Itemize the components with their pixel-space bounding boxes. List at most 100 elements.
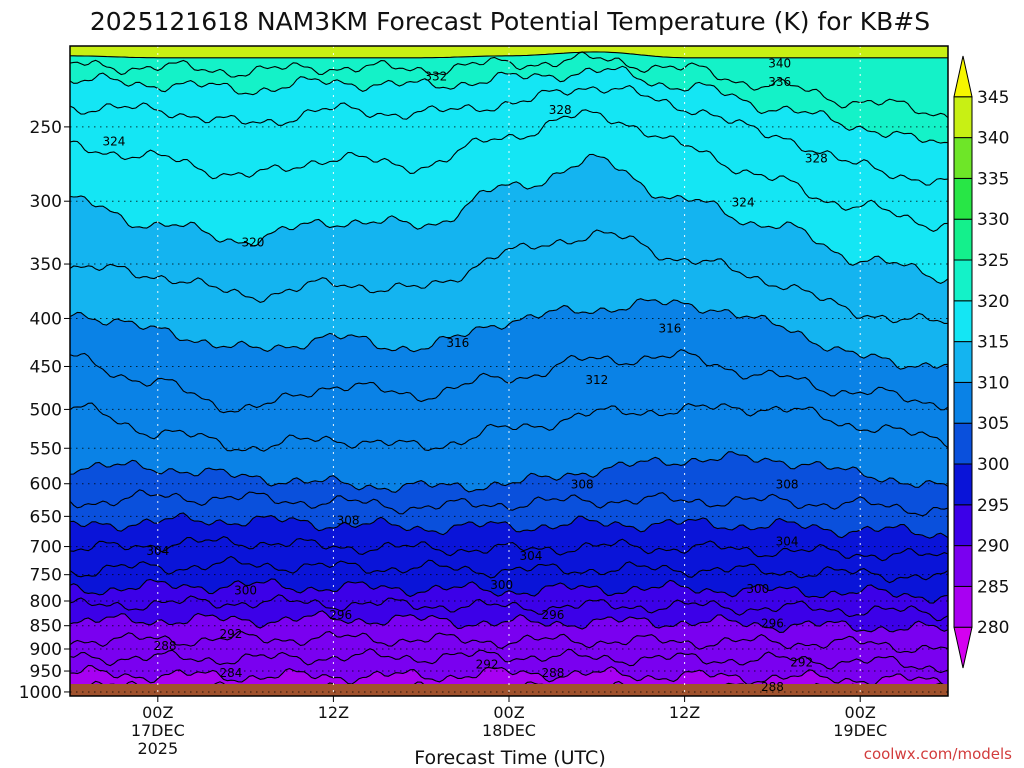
- contour-label: 328: [549, 103, 572, 117]
- contour-labels: 340 336 332 328 324 328 324 320 316 316 312 308 308 3…: [102, 57, 827, 695]
- colorbar-segment: [953, 218, 973, 261]
- colorbar-label: 295: [977, 496, 1009, 516]
- x-tick-label: 12Z: [318, 703, 349, 722]
- contour-label: 308: [571, 477, 594, 491]
- colorbar-label: 320: [977, 292, 1009, 312]
- y-tick-label: 750: [30, 566, 62, 586]
- y-tick-label: 600: [30, 475, 62, 495]
- contour-label: 308: [337, 514, 360, 528]
- contour-label: 288: [761, 680, 784, 694]
- colorbar-label: 305: [977, 414, 1009, 434]
- contour-label: 316: [446, 336, 469, 350]
- x-tick-label: 00Z: [493, 703, 524, 722]
- y-tick-label: 650: [30, 507, 62, 527]
- contour-label: 312: [585, 373, 608, 387]
- x-tick-label: 18DEC: [482, 721, 536, 740]
- contour-label: 292: [220, 627, 243, 641]
- contour-label: 300: [490, 578, 513, 592]
- x-tick-label: 19DEC: [833, 721, 887, 740]
- colorbar-label: 325: [977, 251, 1009, 271]
- colorbar-label: 335: [977, 169, 1009, 189]
- x-axis-title: Forecast Time (UTC): [414, 747, 605, 768]
- x-tick-label: 2025: [137, 739, 178, 758]
- y-tick-label: 250: [30, 118, 62, 138]
- y-tick-label: 900: [30, 640, 62, 660]
- colorbar-label: 285: [977, 577, 1009, 597]
- grid-lines: [70, 46, 948, 696]
- isotherm-312: [70, 229, 948, 324]
- contour-label: 308: [776, 477, 799, 491]
- x-tick-label: 00Z: [845, 703, 876, 722]
- y-tick-label: 950: [30, 662, 62, 682]
- contour-label: 304: [776, 534, 799, 548]
- colorbar-segment: [953, 259, 973, 302]
- y-tick-label: 350: [30, 255, 62, 275]
- contour-label: 300: [746, 582, 769, 596]
- contour-label: 292: [476, 658, 499, 672]
- colorbar-label: 330: [977, 210, 1009, 230]
- colorbar-segment: [953, 96, 973, 139]
- colorbar-label: 280: [977, 618, 1009, 638]
- y-tick-label: 300: [30, 192, 62, 212]
- y-tick-label: 800: [30, 592, 62, 612]
- colorbar-segment: [953, 341, 973, 383]
- contour-label: 296: [541, 608, 564, 622]
- contour-label: 340: [768, 57, 791, 71]
- x-tick-label: 17DEC: [131, 721, 185, 740]
- y-tick-label: 700: [30, 538, 62, 558]
- contour-label: 324: [732, 196, 755, 210]
- y-tick-label: 450: [30, 357, 62, 377]
- colorbar-segment: [953, 55, 973, 98]
- colorbar-label: 300: [977, 455, 1009, 475]
- isotherm-314: [70, 153, 948, 284]
- contour-label: 304: [146, 544, 169, 558]
- y-axis: 250 300 350 400 450 500 550 600 650 700 750 800 850 9…: [19, 118, 70, 703]
- colorbar-segment: [953, 585, 973, 628]
- colorbar-segment: [953, 422, 973, 465]
- colorbar-segment: [953, 381, 973, 424]
- isotherm-284: [70, 664, 948, 689]
- contour-label: 332: [424, 70, 447, 84]
- y-tick-label: 850: [30, 617, 62, 637]
- isotherm-316: [70, 109, 948, 233]
- y-tick-label: 1000: [19, 683, 62, 703]
- contour-label: 320: [241, 236, 264, 250]
- contour-label: 336: [768, 75, 791, 89]
- contour-label: 300: [234, 584, 257, 598]
- contour-label: 328: [805, 151, 828, 165]
- colorbar-segment: [953, 463, 973, 506]
- contour-label: 288: [541, 666, 564, 680]
- contour-label: 292: [790, 655, 813, 669]
- colorbar-label: 310: [977, 373, 1009, 393]
- colorbar-label: 315: [977, 333, 1009, 353]
- colorbar-segment: [953, 300, 973, 343]
- contour-label: 288: [154, 639, 177, 653]
- colorbar-segment: [953, 626, 973, 669]
- colorbar-label: 345: [977, 88, 1009, 108]
- colorbar-segment: [953, 545, 973, 587]
- contour-label: 296: [329, 608, 352, 622]
- x-tick-label: 12Z: [669, 703, 700, 722]
- colorbar-label: 290: [977, 537, 1009, 557]
- credit-text: coolwx.com/models: [864, 745, 1012, 763]
- isotherm-310: [70, 298, 948, 370]
- isotherm-324: [70, 51, 948, 59]
- contour-label: 284: [220, 666, 243, 680]
- y-tick-label: 400: [30, 309, 62, 329]
- isotherm-294: [70, 578, 948, 604]
- contour-label: 296: [761, 616, 784, 630]
- contour-label: 304: [519, 549, 542, 563]
- isotherm-288: [70, 631, 948, 654]
- colorbar-segment: [953, 177, 973, 220]
- x-tick-label: 00Z: [142, 703, 173, 722]
- colorbar-label: 340: [977, 129, 1009, 149]
- contour-label: 316: [659, 322, 682, 336]
- chart-title: 2025121618 NAM3KM Forecast Potential Tem…: [90, 7, 930, 36]
- isotherm-306: [70, 402, 948, 452]
- colorbar-segment: [953, 504, 973, 547]
- isotherm-296: [70, 555, 948, 584]
- colorbar-segment: [953, 137, 973, 179]
- y-tick-label: 550: [30, 439, 62, 459]
